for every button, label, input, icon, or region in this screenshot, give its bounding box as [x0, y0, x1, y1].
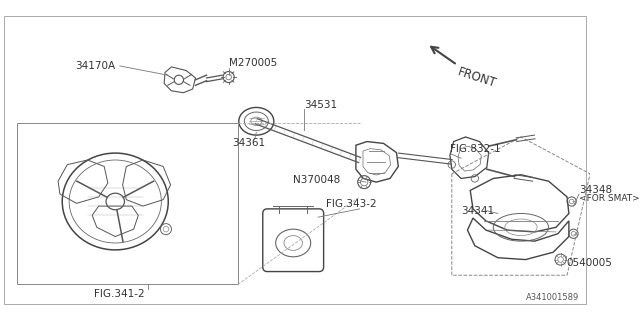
Text: M270005: M270005 [228, 58, 277, 68]
Text: 34341: 34341 [461, 206, 494, 216]
Text: 34348: 34348 [579, 185, 612, 195]
Text: 34531: 34531 [304, 100, 337, 110]
Text: 34361: 34361 [232, 139, 266, 148]
Text: N370048: N370048 [293, 175, 340, 185]
Text: <FOR SMAT>: <FOR SMAT> [579, 194, 640, 203]
Bar [17, 123, 238, 284]
Text: FRONT: FRONT [456, 66, 499, 91]
Text: FIG.832-1: FIG.832-1 [450, 144, 500, 154]
Text: FIG.343-2: FIG.343-2 [326, 199, 377, 209]
Text: 34170A: 34170A [76, 61, 116, 71]
Text: A341001589: A341001589 [526, 293, 579, 302]
Text: FIG.341-2: FIG.341-2 [94, 289, 145, 299]
Text: 0540005: 0540005 [566, 258, 612, 268]
